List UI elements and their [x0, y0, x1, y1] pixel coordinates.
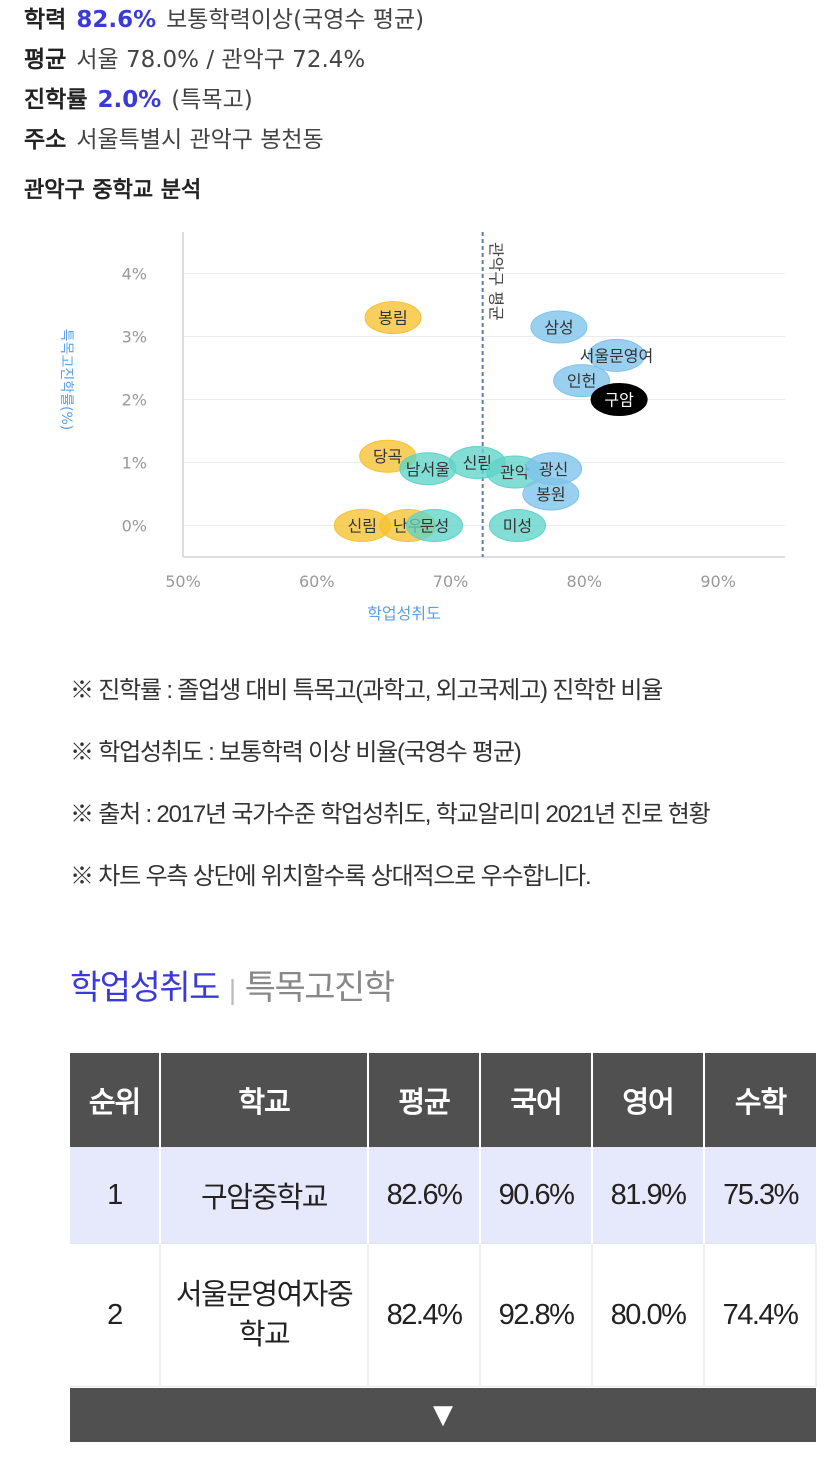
header-english: 영어: [592, 1053, 705, 1147]
ranking-tabs: 학업성취도 | 특목고진학: [70, 960, 395, 1009]
cell-rank: 2: [70, 1243, 161, 1387]
school-info: 학력 82.6% 보통학력이상(국영수 평균) 평균 서울 78.0% / 관악구 7…: [24, 0, 424, 160]
advance-row: 진학률 2.0% (특목고): [24, 80, 424, 120]
point-label: 문성: [420, 517, 449, 536]
point-label: 봉림: [378, 309, 407, 328]
y-tick-label: 4%: [122, 265, 147, 284]
point-label: 봉원: [536, 485, 565, 504]
address-row: 주소 서울특별시 관악구 봉천동: [24, 120, 424, 160]
note-source: ※ 출처 : 2017년 국가수준 학업성취도, 학교알리미 2021년 진로 …: [70, 801, 711, 828]
address-value: 서울특별시 관악구 봉천동: [76, 127, 324, 153]
y-tick-label: 1%: [122, 454, 147, 473]
cell-math: 75.3%: [704, 1147, 816, 1244]
table-row[interactable]: 2 서울문영여자중학교 82.4% 92.8% 80.0% 74.4%: [70, 1243, 817, 1387]
scatter-point: [488, 509, 546, 542]
scatter-point: [406, 509, 464, 542]
point-label: 구암: [604, 391, 634, 410]
achievement-value: 82.6%: [76, 7, 157, 33]
note-advance-rate: ※ 진학률 : 졸업생 대비 특목고(과학고, 외고국제고) 진학한 비율: [70, 677, 663, 704]
point-label: 당곡: [373, 447, 402, 466]
header-korean: 국어: [480, 1053, 593, 1147]
y-tick-label: 0%: [122, 517, 147, 536]
scatter-point: [587, 338, 645, 372]
header-average: 평균: [368, 1053, 481, 1147]
ranking-table: 순위 학교 평균 국어 영어 수학 1 구암중학교 82.6% 90.6% 81…: [70, 1053, 817, 1387]
average-value: 서울 78.0% / 관악구 72.4%: [76, 47, 366, 73]
cell-school: 서울문영여자중학교: [160, 1243, 369, 1387]
cell-math: 74.4%: [704, 1243, 817, 1387]
tab-separator: |: [228, 974, 236, 1005]
advance-desc: (특목고): [171, 87, 253, 113]
point-label: 미성: [503, 517, 532, 536]
cell-average: 82.4%: [368, 1243, 481, 1387]
table-row[interactable]: 1 구암중학교 82.6% 90.6% 81.9% 75.3%: [70, 1147, 816, 1244]
tab-achievement[interactable]: 학업성취도: [70, 969, 220, 1007]
note-achievement: ※ 학업성취도 : 보통학력 이상 비율(국영수 평균): [70, 739, 522, 766]
point-label: 관악: [500, 463, 530, 482]
x-tick-label: 90%: [700, 572, 736, 591]
point-label: 신림: [348, 517, 377, 536]
point-label: 서울문영여: [580, 346, 654, 365]
cell-english: 80.0%: [592, 1243, 705, 1387]
note-chart-guide: ※ 차트 우측 상단에 위치할수록 상대적으로 우수합니다.: [70, 863, 592, 890]
x-tick-label: 70%: [433, 572, 469, 591]
advance-value: 2.0%: [97, 87, 162, 113]
point-label: 남서울: [406, 460, 450, 479]
point-label: 신림: [463, 454, 492, 473]
scatter-point: [530, 310, 588, 344]
chevron-down-icon: ▼: [433, 1400, 453, 1430]
point-label: 인헌: [567, 372, 596, 391]
x-tick-label: 80%: [567, 572, 603, 591]
achievement-row: 학력 82.6% 보통학력이상(국영수 평균): [24, 0, 424, 40]
cell-school: 구암중학교: [160, 1147, 369, 1244]
x-tick-label: 60%: [299, 572, 335, 591]
scatter-point: [364, 301, 422, 335]
achievement-desc: 보통학력이상(국영수 평균): [166, 7, 425, 33]
scatter-point: [522, 477, 580, 511]
average-key: 평균: [24, 47, 67, 73]
table-header-row: 순위 학교 평균 국어 영어 수학: [70, 1053, 816, 1147]
y-axis-label: 특목고진학률(%): [58, 329, 74, 431]
average-reference-label: 관악구 평균: [487, 242, 506, 321]
average-row: 평균 서울 78.0% / 관악구 72.4%: [24, 40, 424, 80]
scatter-point: [590, 383, 648, 416]
achievement-key: 학력: [24, 7, 67, 33]
scatter-point: [553, 364, 611, 398]
tab-special-school[interactable]: 특목고진학: [244, 969, 395, 1007]
y-tick-label: 3%: [122, 328, 147, 347]
cell-korean: 92.8%: [480, 1243, 593, 1387]
cell-average: 82.6%: [368, 1147, 481, 1244]
header-rank: 순위: [70, 1053, 161, 1147]
header-math: 수학: [704, 1053, 816, 1147]
x-axis-label: 학업성취도: [367, 604, 441, 623]
point-label: 광신: [539, 460, 568, 479]
header-school: 학교: [160, 1053, 369, 1147]
advance-key: 진학률: [24, 87, 88, 113]
y-tick-label: 2%: [122, 391, 147, 410]
expand-table-button[interactable]: ▼: [70, 1388, 816, 1442]
x-tick-label: 50%: [165, 572, 201, 591]
section-title: 관악구 중학교 분석: [24, 178, 202, 203]
scatter-chart: 0% 1% 2% 3% 4% 50% 60% 70% 80% 90% 학업성취도 특목고진학률(%) 관…: [58, 232, 785, 623]
point-label: 삼성: [544, 318, 573, 337]
cell-english: 81.9%: [592, 1147, 705, 1244]
notes: ※ 진학률 : 졸업생 대비 특목고(과학고, 외고국제고) 진학한 비율 ※ …: [70, 670, 810, 918]
cell-korean: 90.6%: [480, 1147, 593, 1244]
address-key: 주소: [24, 127, 67, 153]
cell-rank: 1: [70, 1147, 161, 1244]
